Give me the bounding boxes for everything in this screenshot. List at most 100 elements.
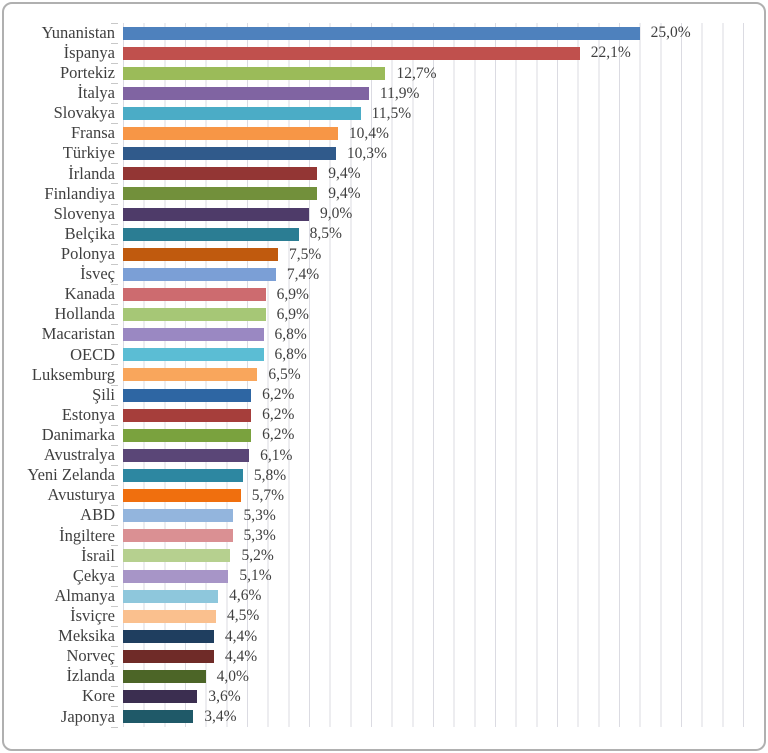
category-label-row: Kore — [0, 687, 115, 707]
value-label: 10,3% — [346, 144, 387, 162]
bar — [123, 227, 299, 241]
bar — [123, 207, 309, 221]
category-label-row: Şili — [0, 385, 115, 405]
category-label-row: Avustralya — [0, 445, 115, 465]
value-label: 4,4% — [224, 647, 258, 665]
bar-row: 3,4% — [123, 707, 744, 727]
category-label: Çekya — [72, 565, 115, 585]
category-label-row: Norveç — [0, 646, 115, 666]
category-label-row: Türkiye — [0, 144, 115, 164]
bar-row: 9,4% — [123, 164, 744, 184]
category-label: ABD — [80, 505, 115, 525]
category-label-row: ABD — [0, 506, 115, 526]
axis-tick — [111, 465, 118, 466]
bar-row: 5,3% — [123, 526, 744, 546]
category-label: Norveç — [66, 646, 115, 666]
axis-tick — [111, 545, 118, 547]
axis-tick — [111, 82, 118, 84]
bar — [123, 127, 338, 141]
category-label: Yunanistan — [41, 22, 115, 42]
bar — [123, 428, 252, 442]
value-label: 6,8% — [274, 325, 307, 343]
bar — [123, 529, 233, 543]
bar-row: 6,8% — [123, 325, 744, 345]
value-label: 6,9% — [276, 285, 309, 303]
axis-tick — [111, 123, 118, 125]
category-label-row: Avusturya — [0, 486, 115, 506]
axis-tick — [111, 223, 118, 225]
category-label-row: İzlanda — [0, 667, 115, 687]
bar-row: 6,9% — [123, 305, 744, 325]
category-label: Almanya — [54, 585, 115, 605]
bar — [123, 26, 640, 40]
axis-tick — [111, 505, 118, 507]
value-label: 8,5% — [309, 225, 342, 243]
value-label: 7,5% — [289, 245, 322, 263]
category-label-row: Slovakya — [0, 103, 115, 123]
bar — [123, 267, 276, 281]
category-label: Estonya — [61, 404, 115, 424]
axis-tick — [111, 424, 118, 426]
category-label-row: Slovenya — [0, 204, 115, 224]
axis-tick — [111, 585, 118, 587]
value-label: 4,6% — [229, 587, 262, 605]
bar — [123, 388, 252, 402]
bar-row: 5,3% — [123, 506, 744, 526]
bar — [123, 247, 278, 261]
category-label-row: Fransa — [0, 124, 115, 144]
category-label-row: Polonya — [0, 244, 115, 264]
bar-row: 4,4% — [123, 646, 744, 666]
bar-row: 7,4% — [123, 264, 744, 284]
bar-row: 5,2% — [123, 546, 744, 566]
axis-tick — [111, 364, 118, 366]
bar — [123, 328, 264, 342]
bar — [123, 66, 386, 80]
category-label: Yeni Zelanda — [27, 465, 115, 485]
axis-tick — [111, 605, 118, 607]
value-label: 5,3% — [243, 527, 276, 545]
bar-row: 11,5% — [123, 103, 744, 123]
bar — [123, 569, 229, 583]
bar-row: 6,9% — [123, 284, 744, 304]
category-label-row: Portekiz — [0, 63, 115, 83]
bar-row: 6,2% — [123, 385, 744, 405]
value-label: 5,7% — [251, 486, 285, 504]
value-label: 5,1% — [239, 567, 272, 585]
axis-tick — [111, 384, 118, 386]
bar — [123, 670, 206, 684]
axis-tick — [111, 203, 118, 205]
axis-tick — [111, 263, 118, 265]
axis-tick — [111, 42, 118, 44]
category-label-row: Danimarka — [0, 425, 115, 445]
category-label-row: Luksemburg — [0, 365, 115, 385]
bar-row: 5,1% — [123, 566, 744, 586]
bar — [123, 489, 241, 503]
category-label: İngiltere — [59, 525, 115, 545]
bar — [123, 589, 219, 603]
axis-tick — [111, 444, 118, 446]
category-label: Fransa — [71, 123, 115, 143]
category-label-row: Finlandiya — [0, 184, 115, 204]
bar-row: 7,5% — [123, 244, 744, 264]
axis-tick — [111, 726, 118, 728]
axis-tick — [111, 625, 118, 627]
category-label: Japonya — [60, 706, 115, 726]
bar-row: 4,0% — [123, 667, 744, 687]
axis-tick — [111, 143, 118, 145]
category-label: Portekiz — [60, 63, 115, 83]
axis-tick — [111, 666, 118, 668]
value-label: 3,4% — [204, 708, 237, 726]
category-label: Polonya — [60, 244, 115, 263]
category-label: Slovakya — [53, 103, 115, 123]
bar — [123, 509, 233, 523]
value-label: 9,0% — [320, 205, 353, 223]
category-label-row: Japonya — [0, 707, 115, 727]
value-label: 3,6% — [208, 687, 241, 705]
category-label: Avusturya — [47, 485, 115, 505]
category-label-row: İtalya — [0, 83, 115, 103]
value-label: 5,2% — [241, 547, 274, 565]
category-label-row: Hollanda — [0, 305, 115, 325]
bar — [123, 448, 250, 462]
bar — [123, 690, 198, 704]
category-label-row: İspanya — [0, 43, 115, 63]
